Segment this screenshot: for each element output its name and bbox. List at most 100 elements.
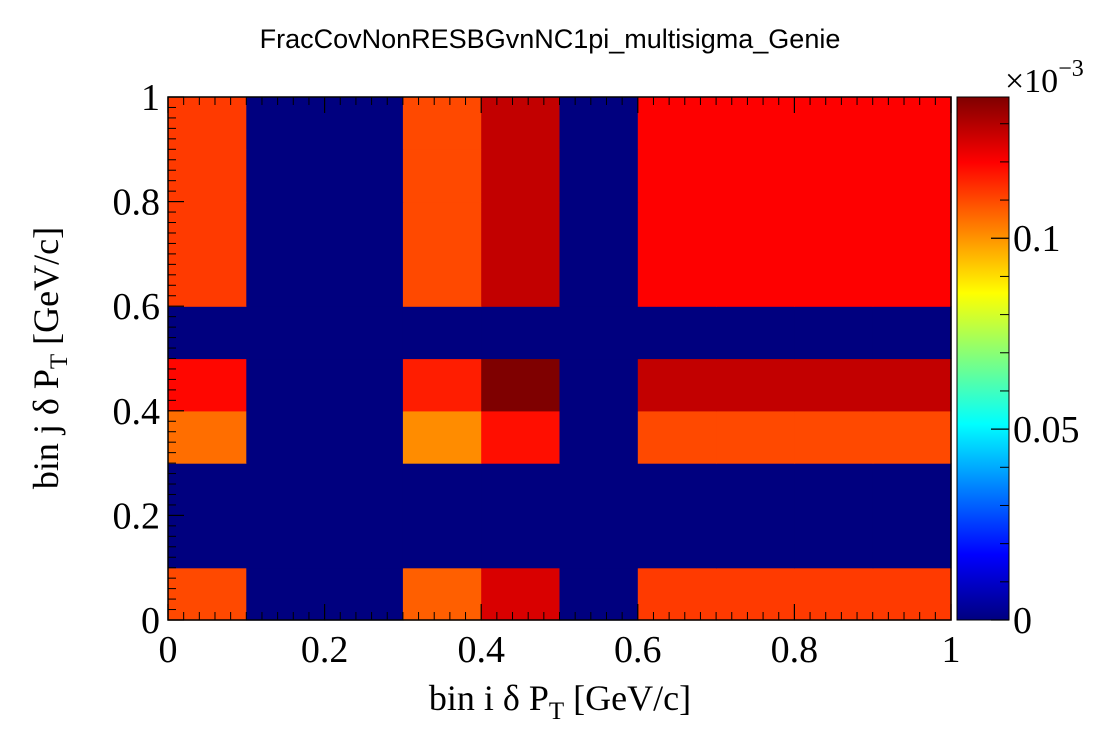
heatmap-cell-0-2 xyxy=(168,463,247,516)
heatmap-cell-5-3 xyxy=(559,410,639,464)
heatmap-cell-6-5 xyxy=(637,306,717,360)
heatmap-cell-6-0 xyxy=(637,567,717,621)
heatmap-cell-4-1 xyxy=(481,515,561,569)
colorbar-tick-label: 0.05 xyxy=(1013,409,1080,451)
heatmap-cell-2-1 xyxy=(324,515,404,569)
x-axis-title-main: bin i δ P xyxy=(429,678,549,718)
heatmap-cell-3-1 xyxy=(402,515,482,569)
x-tick-label: 0.2 xyxy=(301,629,349,671)
y-tick-label: 0.8 xyxy=(113,182,161,224)
heatmap-cell-6-9 xyxy=(637,97,717,150)
heatmap-cell-4-9 xyxy=(481,97,561,150)
heatmap-cell-4-8 xyxy=(481,149,561,203)
y-tick-label: 0.6 xyxy=(113,286,161,328)
heatmap-cell-7-2 xyxy=(716,463,795,516)
heatmap-cell-1-0 xyxy=(246,567,326,621)
heatmap-cell-8-0 xyxy=(794,567,874,621)
heatmap-cell-6-3 xyxy=(637,410,717,464)
heatmap-cell-9-2 xyxy=(872,463,952,516)
heatmap-cell-9-8 xyxy=(872,149,952,203)
heatmap-cell-3-8 xyxy=(402,149,482,203)
heatmap-cell-9-3 xyxy=(872,410,952,464)
y-axis: 0 0.2 0.4 0.6 0.8 1 xyxy=(113,77,184,642)
heatmap-cell-4-5 xyxy=(481,306,561,360)
heatmap-cell-3-5 xyxy=(402,306,482,360)
heatmap-cell-5-0 xyxy=(559,567,639,621)
heatmap-cell-0-4 xyxy=(168,358,247,412)
heatmap-cell-1-4 xyxy=(246,358,326,412)
heatmap-cells xyxy=(168,97,952,621)
y-tick-label: 1 xyxy=(141,77,160,119)
heatmap-cell-9-1 xyxy=(872,515,952,569)
heatmap-cell-7-4 xyxy=(716,358,795,412)
heatmap-cell-6-7 xyxy=(637,201,717,255)
heatmap-cell-5-4 xyxy=(559,358,639,412)
heatmap-cell-6-8 xyxy=(637,149,717,203)
heatmap-cell-7-1 xyxy=(716,515,795,569)
heatmap-cell-4-7 xyxy=(481,201,561,255)
x-tick-label: 0 xyxy=(159,629,178,671)
heatmap-cell-1-7 xyxy=(246,201,326,255)
heatmap-cell-9-4 xyxy=(872,358,952,412)
heatmap-cell-0-8 xyxy=(168,149,247,203)
heatmap-cell-2-9 xyxy=(324,97,404,150)
heatmap-cell-9-5 xyxy=(872,306,952,360)
heatmap-cell-2-8 xyxy=(324,149,404,203)
heatmap-cell-3-3 xyxy=(402,410,482,464)
heatmap-cell-4-2 xyxy=(481,463,561,516)
heatmap-cell-0-7 xyxy=(168,201,247,255)
heatmap-cell-5-7 xyxy=(559,201,639,255)
heatmap-cell-1-6 xyxy=(246,253,326,307)
heatmap-cell-8-5 xyxy=(794,306,874,360)
heatmap-cell-2-0 xyxy=(324,567,404,621)
heatmap-cell-2-6 xyxy=(324,253,404,307)
heatmap-cell-2-5 xyxy=(324,306,404,360)
heatmap-cell-1-1 xyxy=(246,515,326,569)
heatmap-cell-2-2 xyxy=(324,463,404,516)
heatmap-cell-4-0 xyxy=(481,567,561,621)
heatmap-cell-7-0 xyxy=(716,567,795,621)
heatmap-cell-0-9 xyxy=(168,97,247,150)
heatmap-cell-1-9 xyxy=(246,97,326,150)
heatmap-cell-5-5 xyxy=(559,306,639,360)
heatmap-cell-8-3 xyxy=(794,410,874,464)
heatmap-cell-8-9 xyxy=(794,97,874,150)
heatmap-cell-9-9 xyxy=(872,97,952,150)
heatmap-cell-8-1 xyxy=(794,515,874,569)
colorbar-axis: 0 0.05 0.1 xyxy=(991,123,1080,642)
heatmap-cell-0-0 xyxy=(168,567,247,621)
heatmap-cell-9-7 xyxy=(872,201,952,255)
heatmap-cell-5-2 xyxy=(559,463,639,516)
x-tick-label: 1 xyxy=(942,629,961,671)
heatmap-cell-9-6 xyxy=(872,253,952,307)
heatmap-cell-4-4 xyxy=(481,358,561,412)
heatmap-cell-5-6 xyxy=(559,253,639,307)
x-axis-title-unit: [GeV/c] xyxy=(564,678,691,718)
x-tick-label: 0.4 xyxy=(457,629,505,671)
heatmap-cell-6-2 xyxy=(637,463,717,516)
colorbar xyxy=(957,97,1009,620)
heatmap-cell-4-3 xyxy=(481,410,561,464)
heatmap-cell-6-1 xyxy=(637,515,717,569)
heatmap-cell-2-3 xyxy=(324,410,404,464)
heatmap-cell-7-7 xyxy=(716,201,795,255)
heatmap-cell-8-7 xyxy=(794,201,874,255)
x-axis-title: bin i δ PT [GeV/c] xyxy=(429,678,691,725)
x-tick-label: 0.6 xyxy=(614,629,662,671)
heatmap-cell-6-4 xyxy=(637,358,717,412)
heatmap-cell-3-0 xyxy=(402,567,482,621)
heatmap-cell-0-1 xyxy=(168,515,247,569)
y-tick-label: 0.4 xyxy=(113,391,161,433)
heatmap-cell-9-0 xyxy=(872,567,952,621)
colorbar-multiplier-exponent: −3 xyxy=(1058,56,1084,82)
colorbar-multiplier: ×10−3 xyxy=(1005,56,1084,100)
heatmap-cell-1-5 xyxy=(246,306,326,360)
heatmap-cell-5-8 xyxy=(559,149,639,203)
x-axis: 0 0.2 0.4 0.6 0.8 1 xyxy=(159,97,961,671)
heatmap-cell-3-4 xyxy=(402,358,482,412)
y-axis-title-unit: [GeV/c] xyxy=(26,227,66,354)
heatmap-cell-8-6 xyxy=(794,253,874,307)
y-axis-title-sub: T xyxy=(46,354,73,369)
heatmap-cell-3-9 xyxy=(402,97,482,150)
